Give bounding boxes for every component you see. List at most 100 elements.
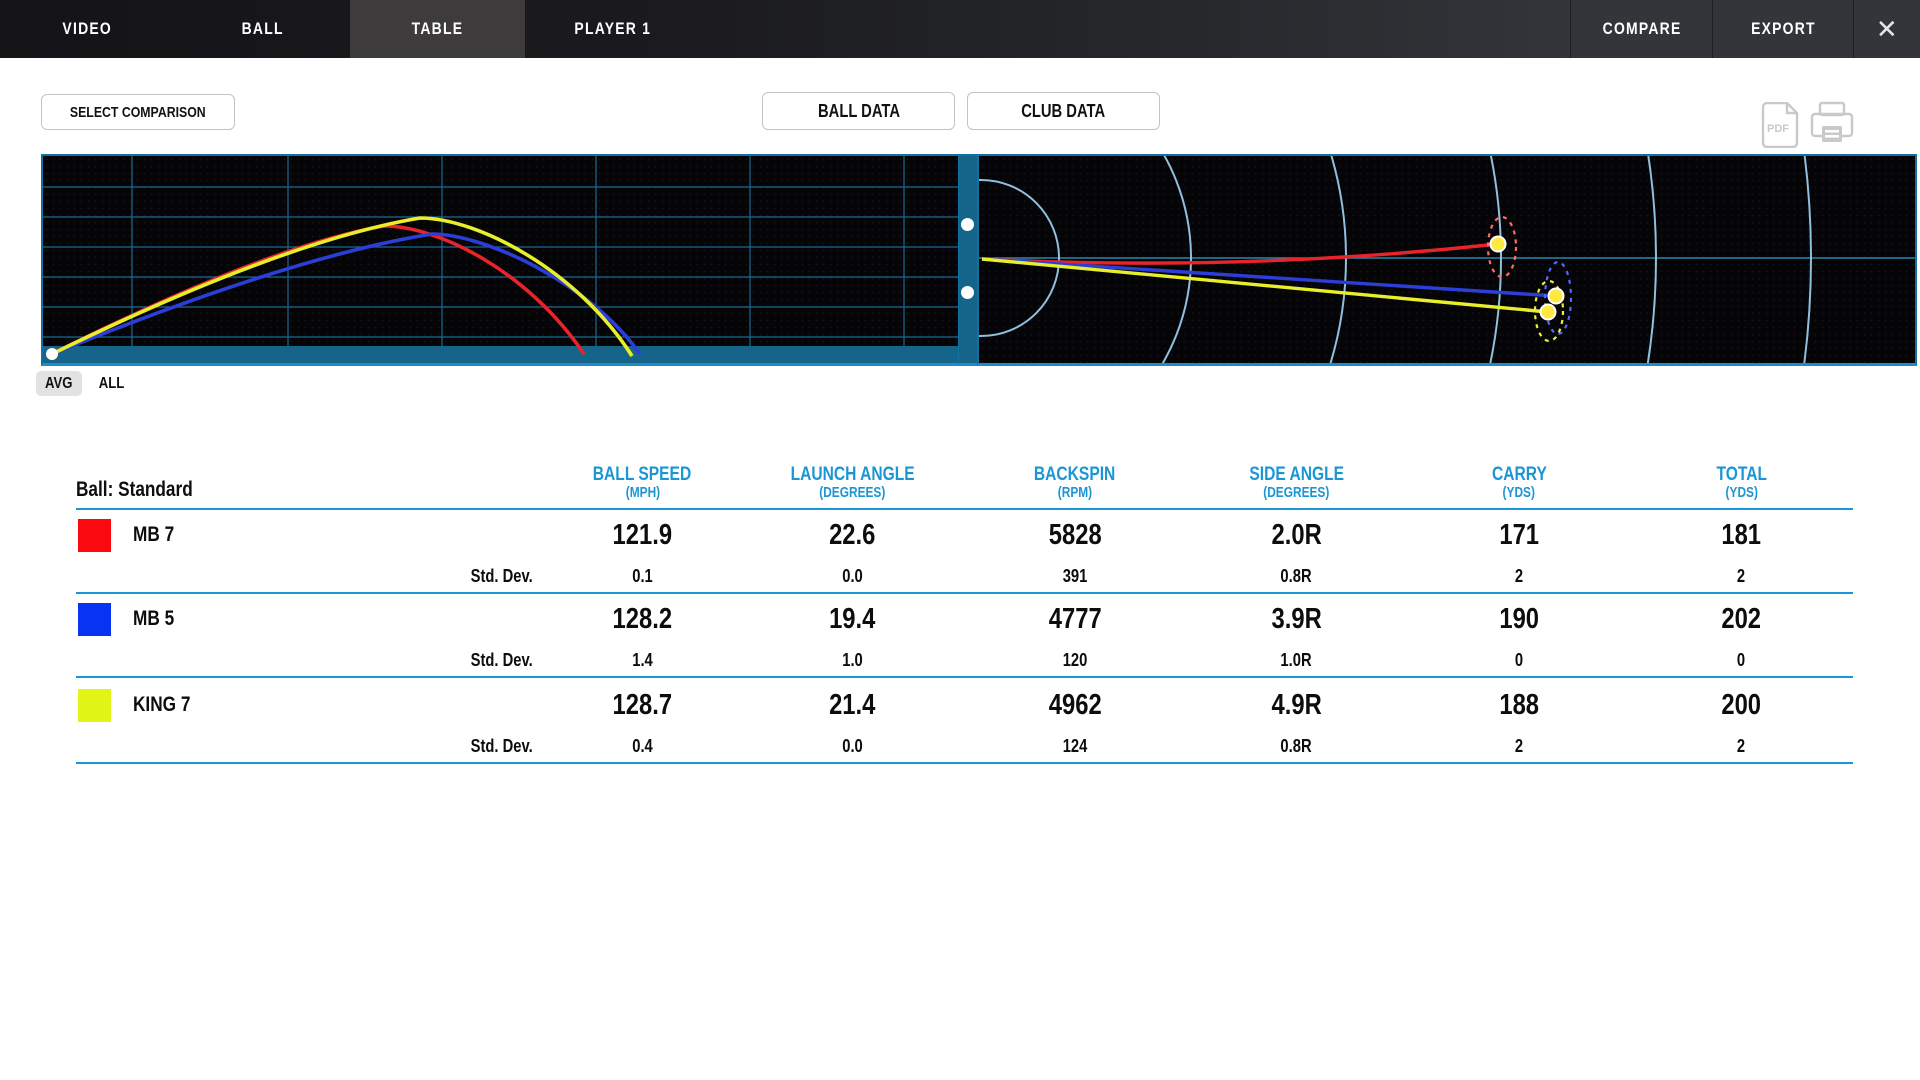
tab-ball-label: BALL xyxy=(241,19,284,38)
std-dev-label: Std. Dev. xyxy=(470,649,533,670)
value-launch-angle: 21.4 xyxy=(829,688,876,721)
std-side-angle: 1.0R xyxy=(1280,649,1313,670)
std-dev-label: Std. Dev. xyxy=(470,565,533,586)
export-button[interactable]: EXPORT xyxy=(1712,0,1854,58)
value-side-angle: 2.0R xyxy=(1271,518,1322,551)
col-header-side-angle: SIDE ANGLE (DEGREES) xyxy=(1249,464,1344,501)
tab-video[interactable]: VIDEO xyxy=(0,0,175,58)
close-icon: ✕ xyxy=(1875,13,1900,44)
table-header-row: Ball: Standard BALL SPEED (MPH) LAUNCH AN… xyxy=(76,438,1853,510)
ball-origin-dot xyxy=(46,348,58,360)
std-total: 2 xyxy=(1737,735,1746,756)
trajectory-svg xyxy=(43,156,958,363)
std-backspin: 124 xyxy=(1062,735,1088,756)
std-carry: 2 xyxy=(1514,735,1524,756)
value-launch-angle: 19.4 xyxy=(829,602,876,635)
table-row: MB 5 128.2 19.4 4777 3.9R 190 202 Std. D… xyxy=(76,594,1853,678)
std-launch-angle: 0.0 xyxy=(842,735,863,756)
tab-table-label: TABLE xyxy=(411,19,464,38)
value-total: 200 xyxy=(1721,688,1762,721)
landing-dot-mb5 xyxy=(1547,287,1565,305)
value-side-angle: 4.9R xyxy=(1271,688,1322,721)
club-color-swatch xyxy=(78,688,111,722)
tee-marker-dot xyxy=(961,286,974,299)
toggle-all-label: ALL xyxy=(98,374,125,392)
toggle-all[interactable]: ALL xyxy=(96,371,127,396)
dispersion-ellipse-mb7 xyxy=(1486,215,1518,279)
std-ball-speed: 1.4 xyxy=(632,649,653,670)
value-ball-speed: 121.9 xyxy=(612,518,673,551)
tab-player-1[interactable]: PLAYER 1 xyxy=(525,0,700,58)
tab-player-1-label: PLAYER 1 xyxy=(574,19,651,38)
dispersion-ellipse-mb5 xyxy=(1543,260,1573,336)
club-data-button[interactable]: CLUB DATA xyxy=(967,92,1160,130)
range-arcs xyxy=(150,0,1812,1080)
std-side-angle: 0.8R xyxy=(1280,565,1313,586)
shot-line-mb7-red xyxy=(981,242,1499,265)
ball-data-button[interactable]: BALL DATA xyxy=(762,92,955,130)
export-pdf-icon[interactable]: PDF xyxy=(1760,101,1800,153)
std-carry: 2 xyxy=(1514,565,1524,586)
tab-ball[interactable]: BALL xyxy=(175,0,350,58)
std-carry: 0 xyxy=(1514,649,1524,670)
value-backspin: 4777 xyxy=(1048,602,1102,635)
col-header-total: TOTAL (YDS) xyxy=(1716,464,1767,501)
value-side-angle: 3.9R xyxy=(1271,602,1322,635)
value-carry: 190 xyxy=(1499,602,1539,635)
std-backspin: 391 xyxy=(1062,565,1088,586)
std-launch-angle: 1.0 xyxy=(842,649,863,670)
top-nav-bar: VIDEO BALL TABLE PLAYER 1 COMPARE EXPORT… xyxy=(0,0,1920,58)
ball-data-label: BALL DATA xyxy=(817,100,900,121)
std-ball-speed: 0.1 xyxy=(632,565,653,586)
pdf-icon-label: PDF xyxy=(1767,123,1789,135)
trajectory-king7-yellow xyxy=(51,216,634,357)
value-ball-speed: 128.7 xyxy=(612,688,673,721)
trajectory-mb5-blue xyxy=(51,232,642,356)
trajectory-side-view-chart xyxy=(41,154,960,366)
tab-video-label: VIDEO xyxy=(62,19,113,38)
std-total: 0 xyxy=(1737,649,1746,670)
dispersion-svg xyxy=(150,0,1915,1080)
tee-marker-dot xyxy=(961,218,974,231)
select-comparison-button[interactable]: SELECT COMPARISON xyxy=(41,94,235,130)
value-ball-speed: 128.2 xyxy=(612,602,673,635)
dispersion-top-view-chart xyxy=(150,0,1917,1080)
club-name: KING 7 xyxy=(133,693,191,716)
tab-table[interactable]: TABLE xyxy=(350,0,525,58)
select-comparison-label: SELECT COMPARISON xyxy=(70,103,206,121)
club-color-swatch xyxy=(78,602,111,636)
ball-type-label: Ball: Standard xyxy=(76,478,193,501)
compare-button-label: COMPARE xyxy=(1602,19,1682,38)
value-carry: 188 xyxy=(1499,688,1539,721)
std-ball-speed: 0.4 xyxy=(632,735,653,756)
print-icon[interactable] xyxy=(1808,100,1856,153)
close-button[interactable]: ✕ xyxy=(1853,0,1920,58)
shot-line-king7-yellow xyxy=(981,257,1549,314)
shot-line-mb5-blue xyxy=(981,257,1557,298)
std-backspin: 120 xyxy=(1062,649,1088,670)
value-backspin: 5828 xyxy=(1048,518,1102,551)
value-carry: 171 xyxy=(1499,518,1539,551)
toggle-avg-label: AVG xyxy=(45,374,73,392)
std-dev-label: Std. Dev. xyxy=(470,735,533,756)
club-name: MB 7 xyxy=(133,523,175,546)
value-total: 202 xyxy=(1721,602,1762,635)
club-color-swatch xyxy=(78,518,111,552)
toggle-avg[interactable]: AVG xyxy=(36,371,82,396)
club-name: MB 5 xyxy=(133,607,175,630)
value-launch-angle: 22.6 xyxy=(829,518,876,551)
compare-button[interactable]: COMPARE xyxy=(1570,0,1713,58)
landing-dot-mb7 xyxy=(1489,235,1507,253)
export-button-label: EXPORT xyxy=(1751,19,1816,38)
club-data-label: CLUB DATA xyxy=(1021,100,1106,121)
dispersion-ellipse-king7 xyxy=(1533,279,1565,343)
std-total: 2 xyxy=(1737,565,1746,586)
tee-divider-bar xyxy=(959,154,977,366)
col-header-backspin: BACKSPIN (RPM) xyxy=(1034,464,1116,501)
value-backspin: 4962 xyxy=(1048,688,1102,721)
std-launch-angle: 0.0 xyxy=(842,565,863,586)
table-row: MB 7 121.9 22.6 5828 2.0R 171 181 Std. D… xyxy=(76,510,1853,594)
table-row: KING 7 128.7 21.4 4962 4.9R 188 200 Std.… xyxy=(76,680,1853,764)
col-header-launch-angle: LAUNCH ANGLE (DEGREES) xyxy=(790,464,915,501)
